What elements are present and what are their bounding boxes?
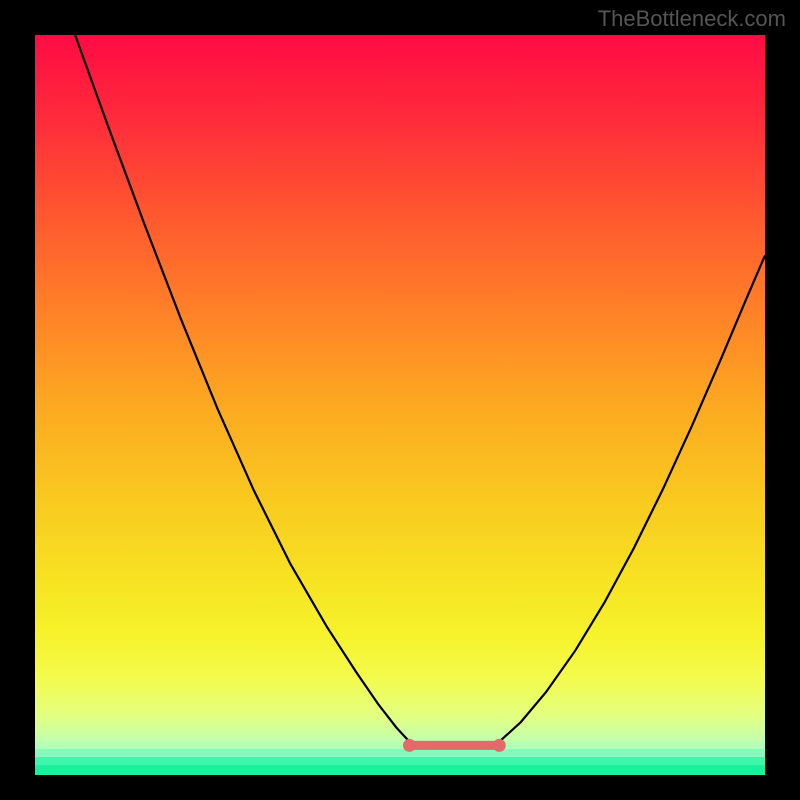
plot-area [35,35,765,775]
curves-layer [35,35,765,775]
chart-frame: TheBottleneck.com [0,0,800,800]
bottom-segment-cap-l [403,739,416,752]
curve-left [75,35,409,742]
site-watermark: TheBottleneck.com [598,6,786,32]
bottom-segment-cap-r [493,739,506,752]
curve-right [499,256,765,742]
bottom-segment [403,739,506,752]
